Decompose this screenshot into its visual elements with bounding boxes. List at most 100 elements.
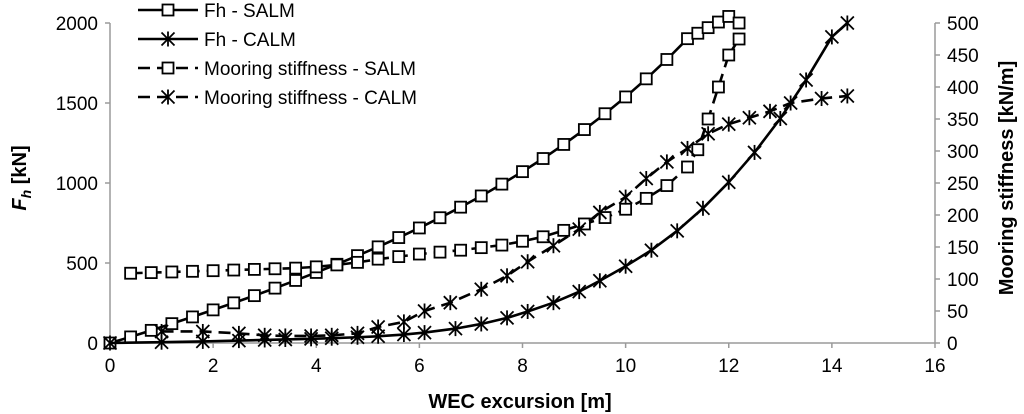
data-point	[536, 230, 550, 244]
data-point	[722, 48, 736, 62]
y-right-tick-label: 150	[947, 238, 979, 259]
series-4	[154, 88, 855, 344]
y-right-tick-label: 400	[947, 78, 979, 99]
data-point	[371, 252, 385, 266]
y-left-title-unit: [kN]	[9, 145, 31, 189]
data-point	[680, 140, 695, 156]
legend-marker	[160, 89, 176, 105]
data-point	[691, 143, 705, 157]
x-tick-label: 10	[615, 356, 636, 377]
data-point	[814, 91, 829, 107]
data-point	[247, 289, 261, 303]
data-point	[516, 234, 529, 248]
data-point	[592, 273, 607, 289]
legend-label: Mooring stiffness - CALM	[204, 88, 417, 109]
y-right-axis-title: Mooring stiffness [kN/m]	[996, 61, 1018, 295]
data-point	[417, 325, 432, 341]
data-point	[619, 90, 633, 104]
data-point	[474, 189, 488, 203]
data-point	[474, 281, 489, 297]
y-left-tick-label: 1500	[56, 94, 98, 115]
y-left-title-sub: h	[18, 190, 34, 199]
legend: Fh - SALM Fh - CALM Mooring stiffness - SA…	[138, 1, 417, 109]
data-point	[289, 274, 303, 287]
y-right-tick-label: 0	[947, 334, 958, 355]
data-point	[783, 95, 798, 111]
data-point	[572, 284, 587, 300]
data-point	[644, 242, 659, 258]
legend-marker	[161, 61, 175, 75]
series-3	[124, 32, 746, 280]
x-tick-label: 8	[517, 356, 528, 377]
y-right-tick-label: 250	[947, 174, 979, 195]
data-point	[499, 268, 515, 284]
data-point	[732, 32, 746, 46]
data-point	[577, 123, 591, 136]
data-point	[330, 258, 344, 272]
legend-label: Mooring stiffness - SALM	[204, 59, 416, 80]
y-right-tick-label: 200	[947, 206, 979, 227]
data-point	[598, 107, 612, 121]
data-point	[206, 264, 220, 278]
data-point	[165, 265, 179, 279]
data-point	[443, 295, 458, 311]
series-1	[103, 10, 746, 350]
data-point	[712, 80, 725, 94]
data-point	[572, 221, 587, 237]
data-point	[102, 335, 118, 351]
data-point	[773, 111, 788, 127]
x-tick-label: 14	[821, 356, 843, 377]
data-point	[495, 238, 509, 252]
data-point	[659, 154, 675, 170]
x-tick-label: 4	[311, 356, 322, 377]
data-point	[742, 110, 757, 126]
data-point	[840, 15, 855, 31]
data-point	[227, 263, 241, 277]
data-point	[681, 32, 694, 46]
y-left-tick-label: 500	[66, 254, 98, 275]
data-point	[144, 323, 158, 337]
series-line	[161, 94, 848, 338]
data-point	[618, 189, 633, 205]
y-left-axis-title: Fh [kN]	[9, 145, 34, 210]
data-point	[536, 152, 550, 165]
data-point	[546, 238, 561, 254]
data-point	[660, 179, 674, 192]
data-point	[722, 10, 736, 23]
data-point	[747, 144, 762, 160]
data-point	[289, 261, 303, 275]
legend-label: Fh - CALM	[204, 30, 296, 51]
data-point	[433, 245, 447, 259]
data-point	[268, 262, 282, 276]
y-left-tick-label: 0	[87, 334, 98, 355]
y-left-tick-label: 2000	[56, 14, 98, 35]
data-point	[721, 174, 736, 190]
data-point	[206, 303, 220, 317]
data-point	[303, 328, 319, 344]
x-tick-label: 6	[414, 356, 425, 377]
data-point	[412, 247, 426, 261]
data-point	[227, 296, 241, 310]
data-point	[309, 260, 323, 274]
data-point	[557, 223, 571, 237]
data-point	[660, 53, 674, 66]
data-point	[392, 231, 406, 244]
data-point	[474, 241, 488, 255]
data-point	[154, 323, 169, 339]
data-point	[701, 112, 715, 126]
series-layer	[102, 10, 855, 351]
series-2	[102, 15, 855, 351]
data-point	[824, 29, 840, 45]
y-right-tick-label: 300	[947, 142, 979, 163]
data-point	[474, 316, 489, 332]
data-point	[840, 88, 855, 104]
x-tick-label: 16	[924, 356, 945, 377]
legend-label: Fh - SALM	[204, 1, 295, 22]
y-right-tick-label: 500	[947, 14, 979, 35]
x-axis-title: WEC excursion [m]	[428, 391, 611, 413]
data-point	[520, 303, 535, 319]
y-right-tick-label: 50	[947, 302, 968, 323]
data-point	[231, 325, 247, 341]
data-point	[732, 16, 746, 30]
data-point	[618, 258, 633, 274]
